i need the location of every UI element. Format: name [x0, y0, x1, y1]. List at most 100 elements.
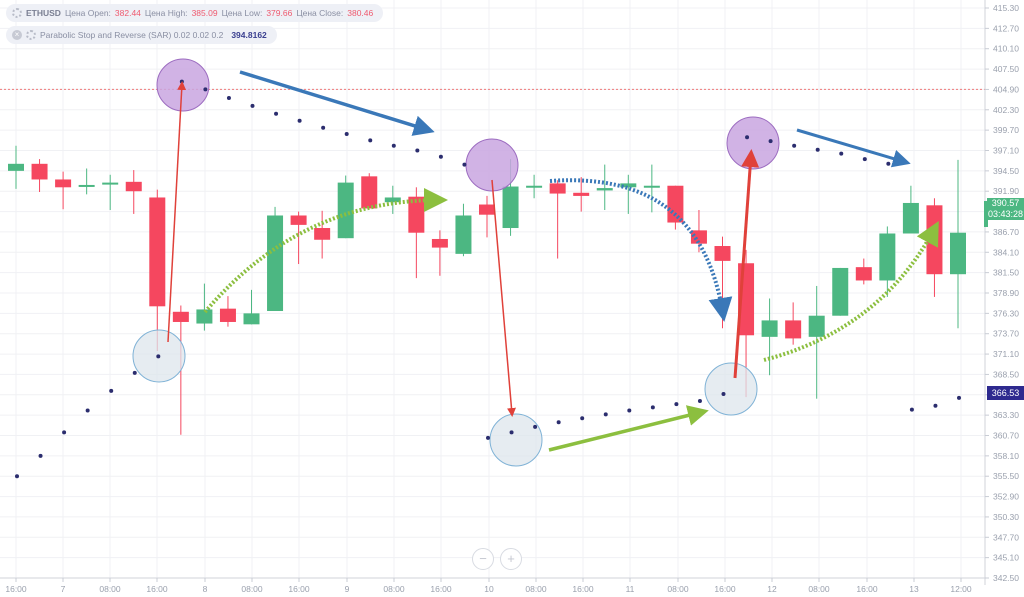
- sar-dot: [627, 408, 632, 413]
- sar-dot: [580, 416, 585, 421]
- sar-dot: [85, 408, 90, 413]
- symbol-legend[interactable]: ETHUSD Цена Open: 382.44 Цена High: 385.…: [6, 4, 384, 22]
- sar-dot: [179, 79, 184, 84]
- candle-body: [314, 228, 331, 240]
- sar-dot: [674, 402, 679, 407]
- price-tick-label: 386.70: [993, 227, 1019, 237]
- price-tick-label: 355.50: [993, 471, 1019, 481]
- time-tick-label: 9: [345, 584, 350, 594]
- time-tick-label: 10: [484, 584, 494, 594]
- uptrend-arrow: [548, 405, 709, 452]
- gear-icon[interactable]: [12, 8, 22, 18]
- price-axis[interactable]: 415.30 412.70 410.10 407.50 404.90 402.30 399.…: [984, 0, 1019, 585]
- open-value: 382.44: [114, 8, 141, 18]
- candle-body: [243, 313, 260, 325]
- price-tick-label: 360.70: [993, 431, 1019, 441]
- sar-dot: [768, 139, 773, 144]
- sar-dot: [321, 125, 326, 130]
- zoom-out-button[interactable]: −: [472, 548, 494, 570]
- candle-body: [102, 182, 119, 185]
- price-tick-label: 391.90: [993, 186, 1019, 196]
- sar-dot: [745, 135, 750, 140]
- downtrend-curve: [549, 178, 733, 322]
- sar-dot: [62, 430, 67, 435]
- candle-body: [125, 181, 142, 192]
- price-tick-label: 415.30: [993, 3, 1019, 13]
- indicator-label: Parabolic Stop and Reverse (SAR) 0.02 0.…: [40, 30, 224, 40]
- candle-body: [219, 308, 236, 322]
- close-label: Цена Close:: [296, 8, 344, 18]
- candle-body: [573, 192, 590, 196]
- time-tick-label: 16:00: [5, 584, 27, 594]
- price-tick-label: 394.50: [993, 166, 1019, 176]
- high-label: Цена High:: [144, 8, 188, 18]
- sar-dot: [815, 147, 820, 152]
- downtrend-arrow: [239, 70, 435, 136]
- candle-body: [643, 185, 660, 188]
- time-tick-label: 16:00: [430, 584, 452, 594]
- candle-body: [950, 232, 966, 275]
- candle-body: [361, 176, 378, 209]
- price-tick-label: 378.90: [993, 288, 1019, 298]
- candle-body: [502, 186, 519, 229]
- candle-body: [196, 309, 213, 324]
- candle-body: [479, 204, 495, 215]
- indicator-legend[interactable]: × Parabolic Stop and Reverse (SAR) 0.02 …: [6, 26, 277, 44]
- price-tick-label: 404.90: [993, 84, 1019, 94]
- candle-body: [384, 197, 401, 203]
- time-tick-label: 16:00: [856, 584, 878, 594]
- price-tick-label: 368.50: [993, 369, 1019, 379]
- reversal-bottom-circle: [489, 413, 543, 467]
- candle-body: [902, 202, 919, 234]
- close-icon[interactable]: ×: [12, 30, 22, 40]
- price-tick-label: 363.30: [993, 410, 1019, 420]
- time-axis[interactable]: 16:00 7 08:00 16:00 8 08:00 16:00 9 08:00 16:00 10…: [0, 577, 985, 594]
- time-tick-label: 08:00: [525, 584, 547, 594]
- close-value: 380.46: [347, 8, 374, 18]
- price-tick-label: 347.70: [993, 532, 1019, 542]
- candle-body: [761, 320, 778, 337]
- time-tick-label: 16:00: [288, 584, 310, 594]
- candle-body: [855, 267, 872, 281]
- candle-body: [290, 215, 307, 225]
- candle-body: [31, 163, 48, 180]
- high-value: 385.09: [191, 8, 218, 18]
- price-tick-label: 384.10: [993, 247, 1019, 257]
- sar-dot: [721, 392, 726, 397]
- time-tick-label: 7: [61, 584, 66, 594]
- symbol-name: ETHUSD: [26, 8, 61, 18]
- annotation-arrows: [167, 70, 939, 452]
- price-tick-label: 397.10: [993, 146, 1019, 156]
- time-tick-label: 12: [767, 584, 777, 594]
- reversal-arrow: [167, 81, 187, 343]
- sar-dot: [957, 395, 961, 400]
- sar-dot: [38, 453, 43, 458]
- annotation-circles: [132, 58, 780, 467]
- price-tick-label: 342.50: [993, 573, 1019, 583]
- last-price-badge: 390.57: [987, 198, 1024, 209]
- price-tick-label: 412.70: [993, 23, 1019, 33]
- price-tick-label: 381.50: [993, 268, 1019, 278]
- last-price-marker: [984, 201, 988, 227]
- price-tick-label: 371.10: [993, 349, 1019, 359]
- price-tick-label: 376.30: [993, 308, 1019, 318]
- low-value: 379.66: [266, 8, 293, 18]
- sar-dot: [650, 405, 655, 410]
- candle-body: [337, 182, 354, 239]
- price-tick-label: 358.10: [993, 451, 1019, 461]
- candle-body: [549, 183, 566, 194]
- price-tick-label: 407.50: [993, 64, 1019, 74]
- price-tick-label: 402.30: [993, 105, 1019, 115]
- sar-dot: [203, 87, 208, 92]
- zoom-in-button[interactable]: +: [500, 548, 522, 570]
- sar-dot: [274, 111, 279, 116]
- sar-dot: [438, 154, 443, 159]
- candle-body: [408, 196, 425, 233]
- sar-dot: [462, 162, 467, 167]
- time-tick-label: 8: [203, 584, 208, 594]
- gear-icon[interactable]: [26, 30, 36, 40]
- candle-body: [455, 215, 472, 254]
- sar-dot: [415, 148, 420, 153]
- low-label: Цена Low:: [221, 8, 263, 18]
